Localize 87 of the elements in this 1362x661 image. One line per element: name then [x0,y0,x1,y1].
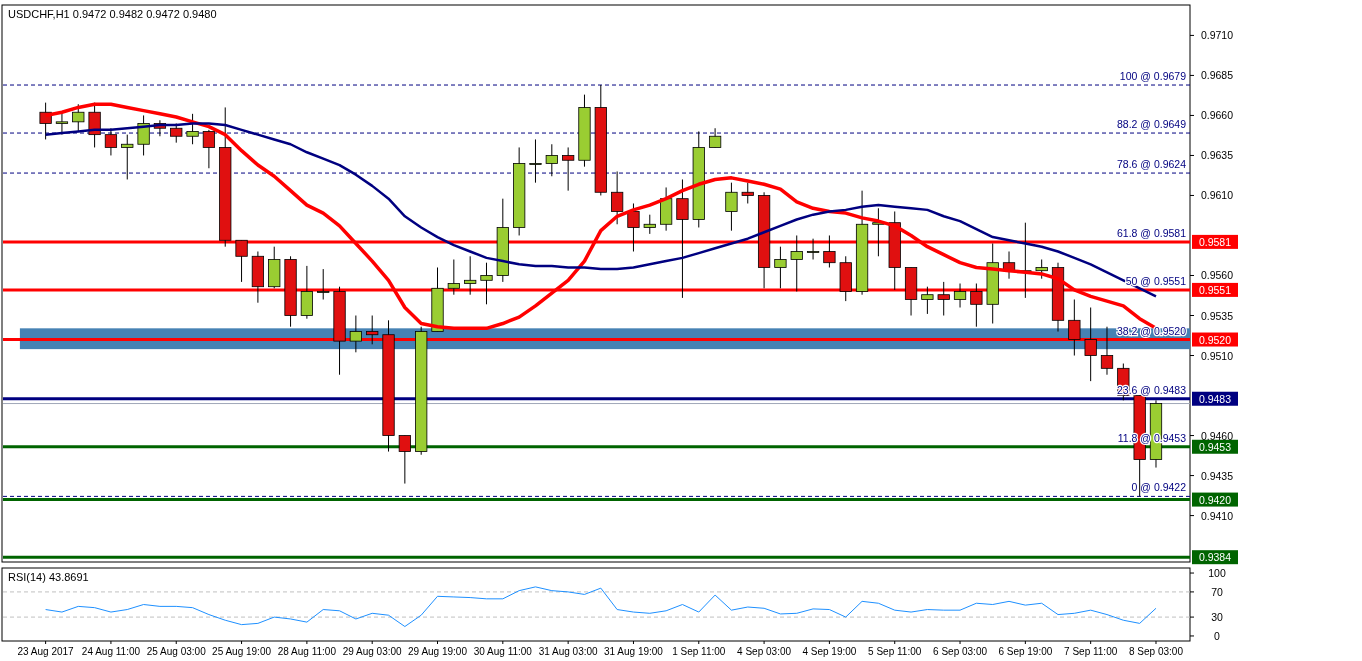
candlestick [921,286,934,315]
candlestick [708,127,722,148]
x-tick-label: 5 Sep 11:00 [868,646,922,657]
candlestick [529,138,542,184]
candlestick [104,127,118,156]
candlestick [121,134,134,180]
candlestick [725,182,738,232]
y-tick-label: 0.9710 [1200,29,1234,42]
candlestick [480,262,493,305]
candlestick [676,178,689,299]
ref-line-label: 0.9520 [1198,333,1232,346]
candlestick [235,239,248,283]
candlestick [170,122,183,144]
candlestick [398,435,411,485]
y-tick-label: 0.9435 [1200,469,1234,482]
y-tick-label: 0.9685 [1200,69,1234,82]
x-tick-label: 28 Aug 11:00 [277,646,337,657]
ref-line-label: 78.6 @ 0.9624 [1116,158,1187,171]
candlestick [72,103,85,132]
candlestick [1084,307,1097,382]
y-tick-label: 0.9660 [1200,109,1234,122]
y-tick-label: 30 [1211,611,1223,624]
candlestick [611,170,624,225]
y-tick-label: 0.9535 [1200,309,1234,322]
x-tick-label: 31 Aug 03:00 [538,646,599,657]
chart-title: USDCHF,H1 0.9472 0.9482 0.9472 0.9480 [8,8,217,20]
candlestick [741,182,754,204]
ref-line-label: 0.9420 [1198,493,1232,506]
y-tick-label: 0.9560 [1200,269,1234,282]
candlestick [202,129,216,169]
candlestick [806,238,820,260]
y-tick-label: 0.9460 [1200,429,1234,442]
x-tick-label: 24 Aug 11:00 [81,646,141,657]
x-tick-label: 6 Sep 19:00 [998,646,1053,657]
candlestick [823,234,836,268]
candlestick [627,202,640,252]
ref-line-label: 0.9453 [1198,440,1232,453]
candlestick [1068,299,1081,357]
ref-line-label: 0.9581 [1198,235,1232,248]
candlestick [55,111,69,136]
candlestick [447,258,460,296]
candlestick [774,246,787,289]
candlestick [1100,326,1114,376]
candlestick [970,283,983,328]
annotation: 38.2 @ 0.9520 [1116,324,1187,337]
candlestick [464,255,477,296]
y-tick-label: 0.9510 [1200,349,1234,362]
ref-line-label: 0.9483 [1198,392,1232,405]
x-tick-label: 6 Sep 03:00 [933,646,988,657]
x-tick-label: 29 Aug 19:00 [408,646,468,657]
candlestick [366,315,379,345]
x-tick-label: 7 Sep 11:00 [1064,646,1118,657]
ref-line-label: 0 @ 0.9422 [1131,481,1187,494]
x-tick-label: 1 Sep 11:00 [672,646,726,657]
y-tick-label: 100 [1208,567,1226,580]
ref-line-label: 0.9384 [1198,551,1232,564]
x-tick-label: 4 Sep 03:00 [737,646,792,657]
ref-line-label: 100 @ 0.9679 [1119,70,1187,83]
x-tick-label: 25 Aug 03:00 [146,646,207,657]
y-tick-label: 0 [1214,629,1221,642]
candlestick [937,281,950,317]
ref-line-label: 0.9551 [1198,283,1232,296]
annotation: 50 @ 0.9551 [1125,274,1187,287]
annotation: 61.8 @ 0.9581 [1116,226,1187,239]
candlestick [1035,258,1048,280]
y-tick-label: 0.9635 [1200,149,1234,162]
candlestick [562,146,575,192]
x-tick-label: 31 Aug 19:00 [603,646,664,657]
x-tick-label: 25 Aug 19:00 [212,646,272,657]
x-tick-label: 4 Sep 19:00 [802,646,857,657]
candlestick [349,315,362,353]
x-tick-label: 8 Sep 03:00 [1129,646,1184,657]
y-tick-label: 0.9410 [1200,509,1234,522]
candlestick [790,234,803,292]
candlestick [317,268,330,301]
x-tick-label: 29 Aug 03:00 [342,646,403,657]
candlestick [643,214,656,235]
candlestick [953,283,967,309]
y-tick-label: 0.9610 [1200,189,1234,202]
y-tick-label: 70 [1211,585,1223,598]
line-series [45,586,1157,628]
candlestick [186,113,199,145]
ref-line-label: 88.2 @ 0.9649 [1116,118,1187,131]
chart-title: RSI(14) 43.8691 [8,571,89,583]
x-tick-label: 30 Aug 11:00 [473,646,533,657]
candlestick [545,143,558,177]
x-tick-label: 23 Aug 2017 [17,646,75,657]
